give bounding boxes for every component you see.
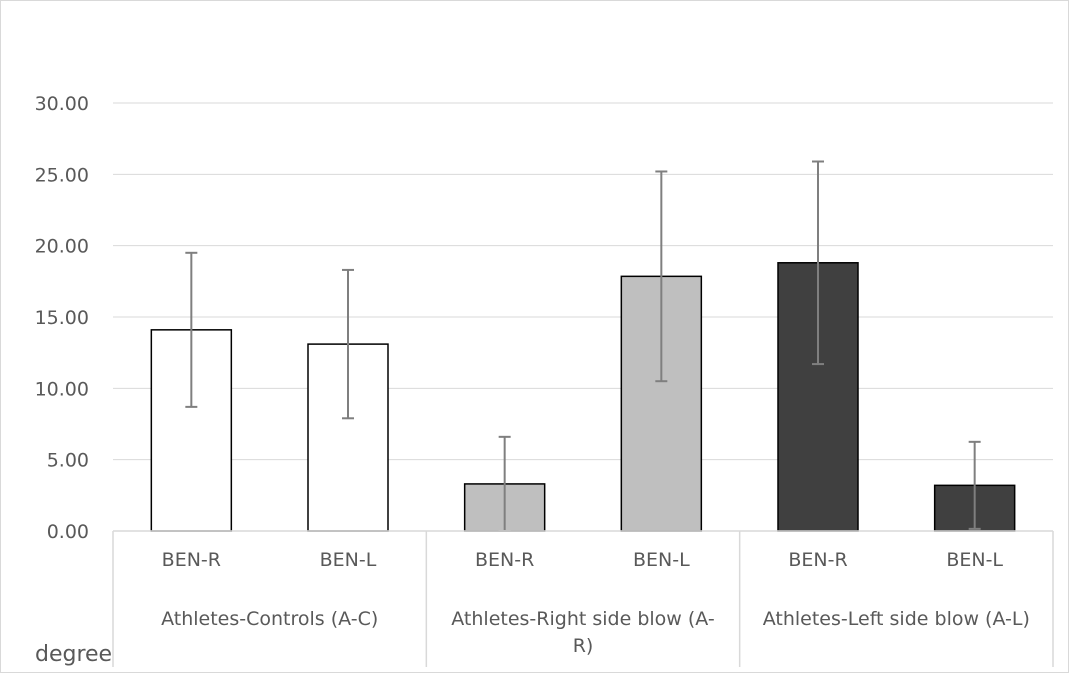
error-bar (185, 251, 198, 408)
error-bar (655, 170, 668, 383)
error-bar (342, 268, 354, 420)
error-bar (968, 440, 981, 530)
group-label: Athletes-Left side blow (A-L) (763, 608, 1030, 630)
category-label: BEN-R (788, 549, 847, 571)
y-axis-ticks: 0.00 5.00 10.00 15.00 20.00 25.00 30.00 (35, 93, 89, 543)
y-tick-label: 0.00 (47, 521, 89, 543)
group-label: Athletes-Right side blow (A- (451, 608, 714, 630)
gridlines (113, 102, 1053, 532)
category-axis: BEN-R BEN-L Athletes-Controls (A-C) BEN-R BE… (112, 530, 1054, 667)
category-label: BEN-L (946, 549, 1003, 571)
bars (150, 262, 1016, 532)
y-tick-label: 10.00 (35, 378, 89, 400)
y-tick-label: 30.00 (35, 93, 89, 115)
error-bars (185, 160, 981, 532)
group-label: R) (573, 635, 594, 657)
category-label: BEN-L (320, 549, 377, 571)
category-label: BEN-R (475, 549, 534, 571)
error-bar (812, 160, 824, 366)
y-tick-label: 15.00 (35, 307, 89, 329)
category-label: BEN-R (162, 549, 221, 571)
category-label: BEN-L (633, 549, 690, 571)
y-tick-label: 20.00 (35, 236, 89, 258)
y-tick-label: 5.00 (47, 450, 89, 472)
y-tick-label: 25.00 (35, 164, 89, 186)
y-axis-unit-label: degree (35, 642, 112, 667)
group-label: Athletes-Controls (A-C) (161, 608, 378, 630)
